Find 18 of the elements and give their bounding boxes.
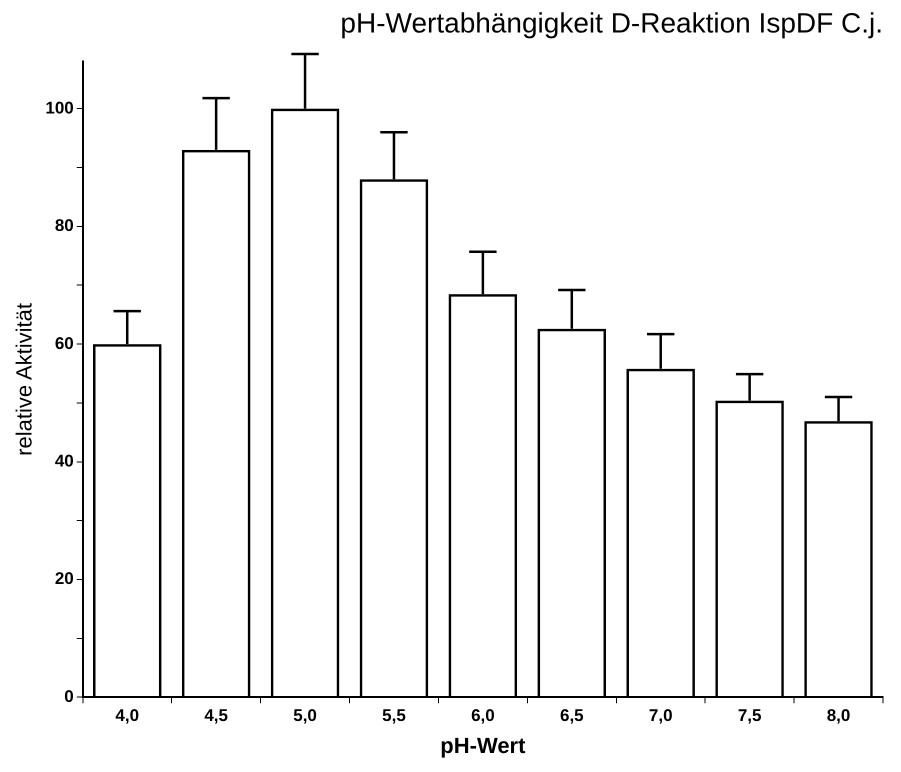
- y-tick-label: 40: [54, 451, 74, 470]
- x-tick-label: 6,0: [471, 706, 495, 726]
- y-tick-label: 20: [54, 569, 74, 588]
- y-tick-label: 100: [45, 98, 74, 118]
- x-tick-label: 5,0: [293, 706, 317, 726]
- x-tick-label: 4,5: [204, 706, 228, 726]
- x-tick-label: 7,0: [648, 706, 673, 726]
- chart-title: pH-Wertabhängigkeit D-Reaktion IspDF C.j.: [340, 8, 883, 39]
- x-tick-label: 6,5: [560, 706, 584, 726]
- y-tick-label: 60: [54, 334, 74, 353]
- y-axis-title: relative Aktivität: [11, 302, 36, 456]
- x-tick-label: 8,0: [826, 706, 850, 726]
- x-tick-label: 5,5: [382, 706, 406, 726]
- y-tick-label: 0: [64, 686, 74, 706]
- x-tick-label: 4,0: [115, 706, 140, 726]
- y-tick-label: 80: [54, 216, 74, 236]
- x-axis-title: pH-Wert: [440, 732, 526, 758]
- x-tick-label: 7,5: [738, 706, 762, 726]
